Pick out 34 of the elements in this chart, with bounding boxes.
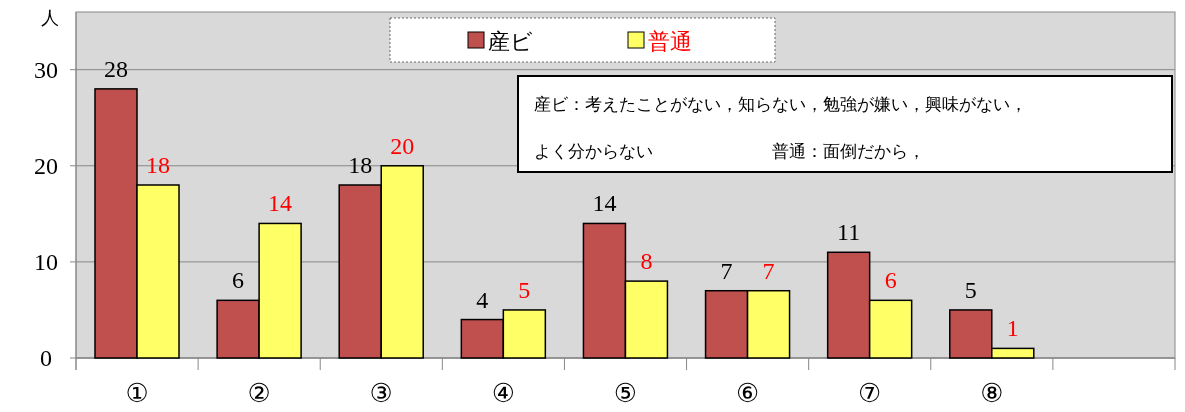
y-tick-label: 30: [34, 56, 58, 83]
x-tick-label: ⑤: [613, 378, 638, 408]
data-label: 20: [390, 132, 415, 159]
data-label: 18: [146, 152, 170, 178]
data-label: 6: [232, 267, 245, 294]
data-label: 6: [884, 267, 897, 294]
x-tick-label: ①: [125, 378, 149, 408]
data-label: 14: [592, 190, 617, 217]
x-tick-label: ③: [369, 378, 393, 408]
annotation: 産ビ：考えたことがない，知らない，勉強が嫌い，興味がない，: [534, 94, 1027, 114]
data-label: 5: [518, 276, 531, 303]
data-label: 7: [720, 257, 733, 284]
data-label: 1: [1006, 315, 1019, 342]
legend-label: 普通: [648, 29, 692, 54]
data-label: 7: [762, 257, 775, 284]
x-tick-label: ⑦: [858, 378, 882, 408]
annotation: 普通：面倒だから，: [772, 141, 925, 161]
data-label: 28: [104, 55, 128, 82]
legend-label: 産ビ: [488, 29, 533, 54]
y-axis-title: 人: [41, 8, 59, 28]
x-tick-label: ④: [491, 378, 516, 408]
y-tick-label: 0: [40, 345, 52, 371]
x-tick-label: ⑧: [980, 378, 1004, 408]
data-label: 5: [964, 276, 977, 303]
data-label: 14: [268, 190, 293, 217]
data-label: 4: [476, 286, 489, 313]
y-tick-label: 10: [34, 248, 58, 275]
x-tick-label: ⑥: [735, 378, 760, 408]
data-label: 18: [348, 152, 373, 178]
annotation: よく分からない: [534, 141, 653, 161]
data-label: 11: [837, 219, 861, 246]
x-tick-label: ②: [247, 378, 271, 408]
y-tick-label: 20: [34, 152, 58, 179]
data-label: 8: [640, 248, 653, 275]
